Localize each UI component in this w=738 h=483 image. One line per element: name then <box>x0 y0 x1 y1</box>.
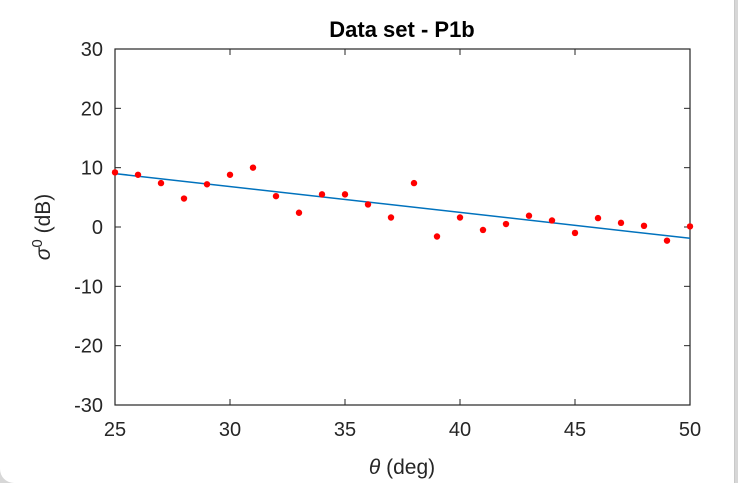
data-point <box>456 214 464 221</box>
data-point <box>525 212 533 219</box>
x-tick-label: 25 <box>104 419 126 441</box>
data-point <box>134 171 142 178</box>
data-point <box>548 217 556 224</box>
data-point <box>640 222 648 230</box>
x-tick-label: 30 <box>219 419 241 441</box>
chart-title: Data set - P1b <box>329 17 475 42</box>
x-tick-label: 40 <box>449 419 471 441</box>
data-point <box>663 237 671 244</box>
data-point <box>203 181 211 188</box>
y-tick-label: 30 <box>81 39 103 61</box>
y-tick-label: 10 <box>81 158 103 180</box>
data-point <box>249 164 257 171</box>
x-tick-label: 45 <box>564 419 586 441</box>
data-point <box>479 226 487 234</box>
data-point <box>341 191 349 198</box>
y-tick-label: -10 <box>74 276 103 298</box>
x-axis-symbol: θ <box>369 456 381 479</box>
data-point <box>433 233 441 240</box>
fit-line-layer <box>114 172 691 240</box>
data-point <box>157 179 165 187</box>
plot-area <box>114 48 691 406</box>
data-point <box>502 220 510 228</box>
data-point <box>571 229 579 237</box>
axis-ticks: 25 30 35 40 45 50 -30 -20 -10 0 10 20 30 <box>74 39 701 441</box>
y-axis-symbol: σ <box>32 246 55 260</box>
data-point <box>180 195 188 202</box>
y-axis-unit: (dB) <box>32 194 55 240</box>
data-point <box>686 223 694 230</box>
data-point <box>318 191 326 198</box>
y-tick-label: -30 <box>74 395 103 417</box>
x-axis-unit: (deg) <box>380 456 435 479</box>
x-axis-label: θ (deg) <box>369 456 435 479</box>
y-tick-label: 0 <box>92 217 103 239</box>
data-points <box>111 164 694 244</box>
data-point <box>226 171 234 178</box>
y-axis-superscript: 0 <box>29 239 46 247</box>
data-point <box>410 179 418 187</box>
y-tick-label: -20 <box>74 336 103 358</box>
x-tick-label: 35 <box>334 419 356 441</box>
fit-line <box>114 172 691 240</box>
data-point <box>111 169 119 176</box>
y-axis-label: σ0 (dB) <box>29 194 56 261</box>
data-point <box>364 201 372 208</box>
y-tick-label: 20 <box>81 98 103 120</box>
data-point <box>387 214 395 221</box>
data-point <box>272 192 280 200</box>
data-point <box>594 214 602 222</box>
x-tick-label: 50 <box>679 419 701 441</box>
data-point <box>295 209 303 216</box>
data-point <box>617 219 625 227</box>
